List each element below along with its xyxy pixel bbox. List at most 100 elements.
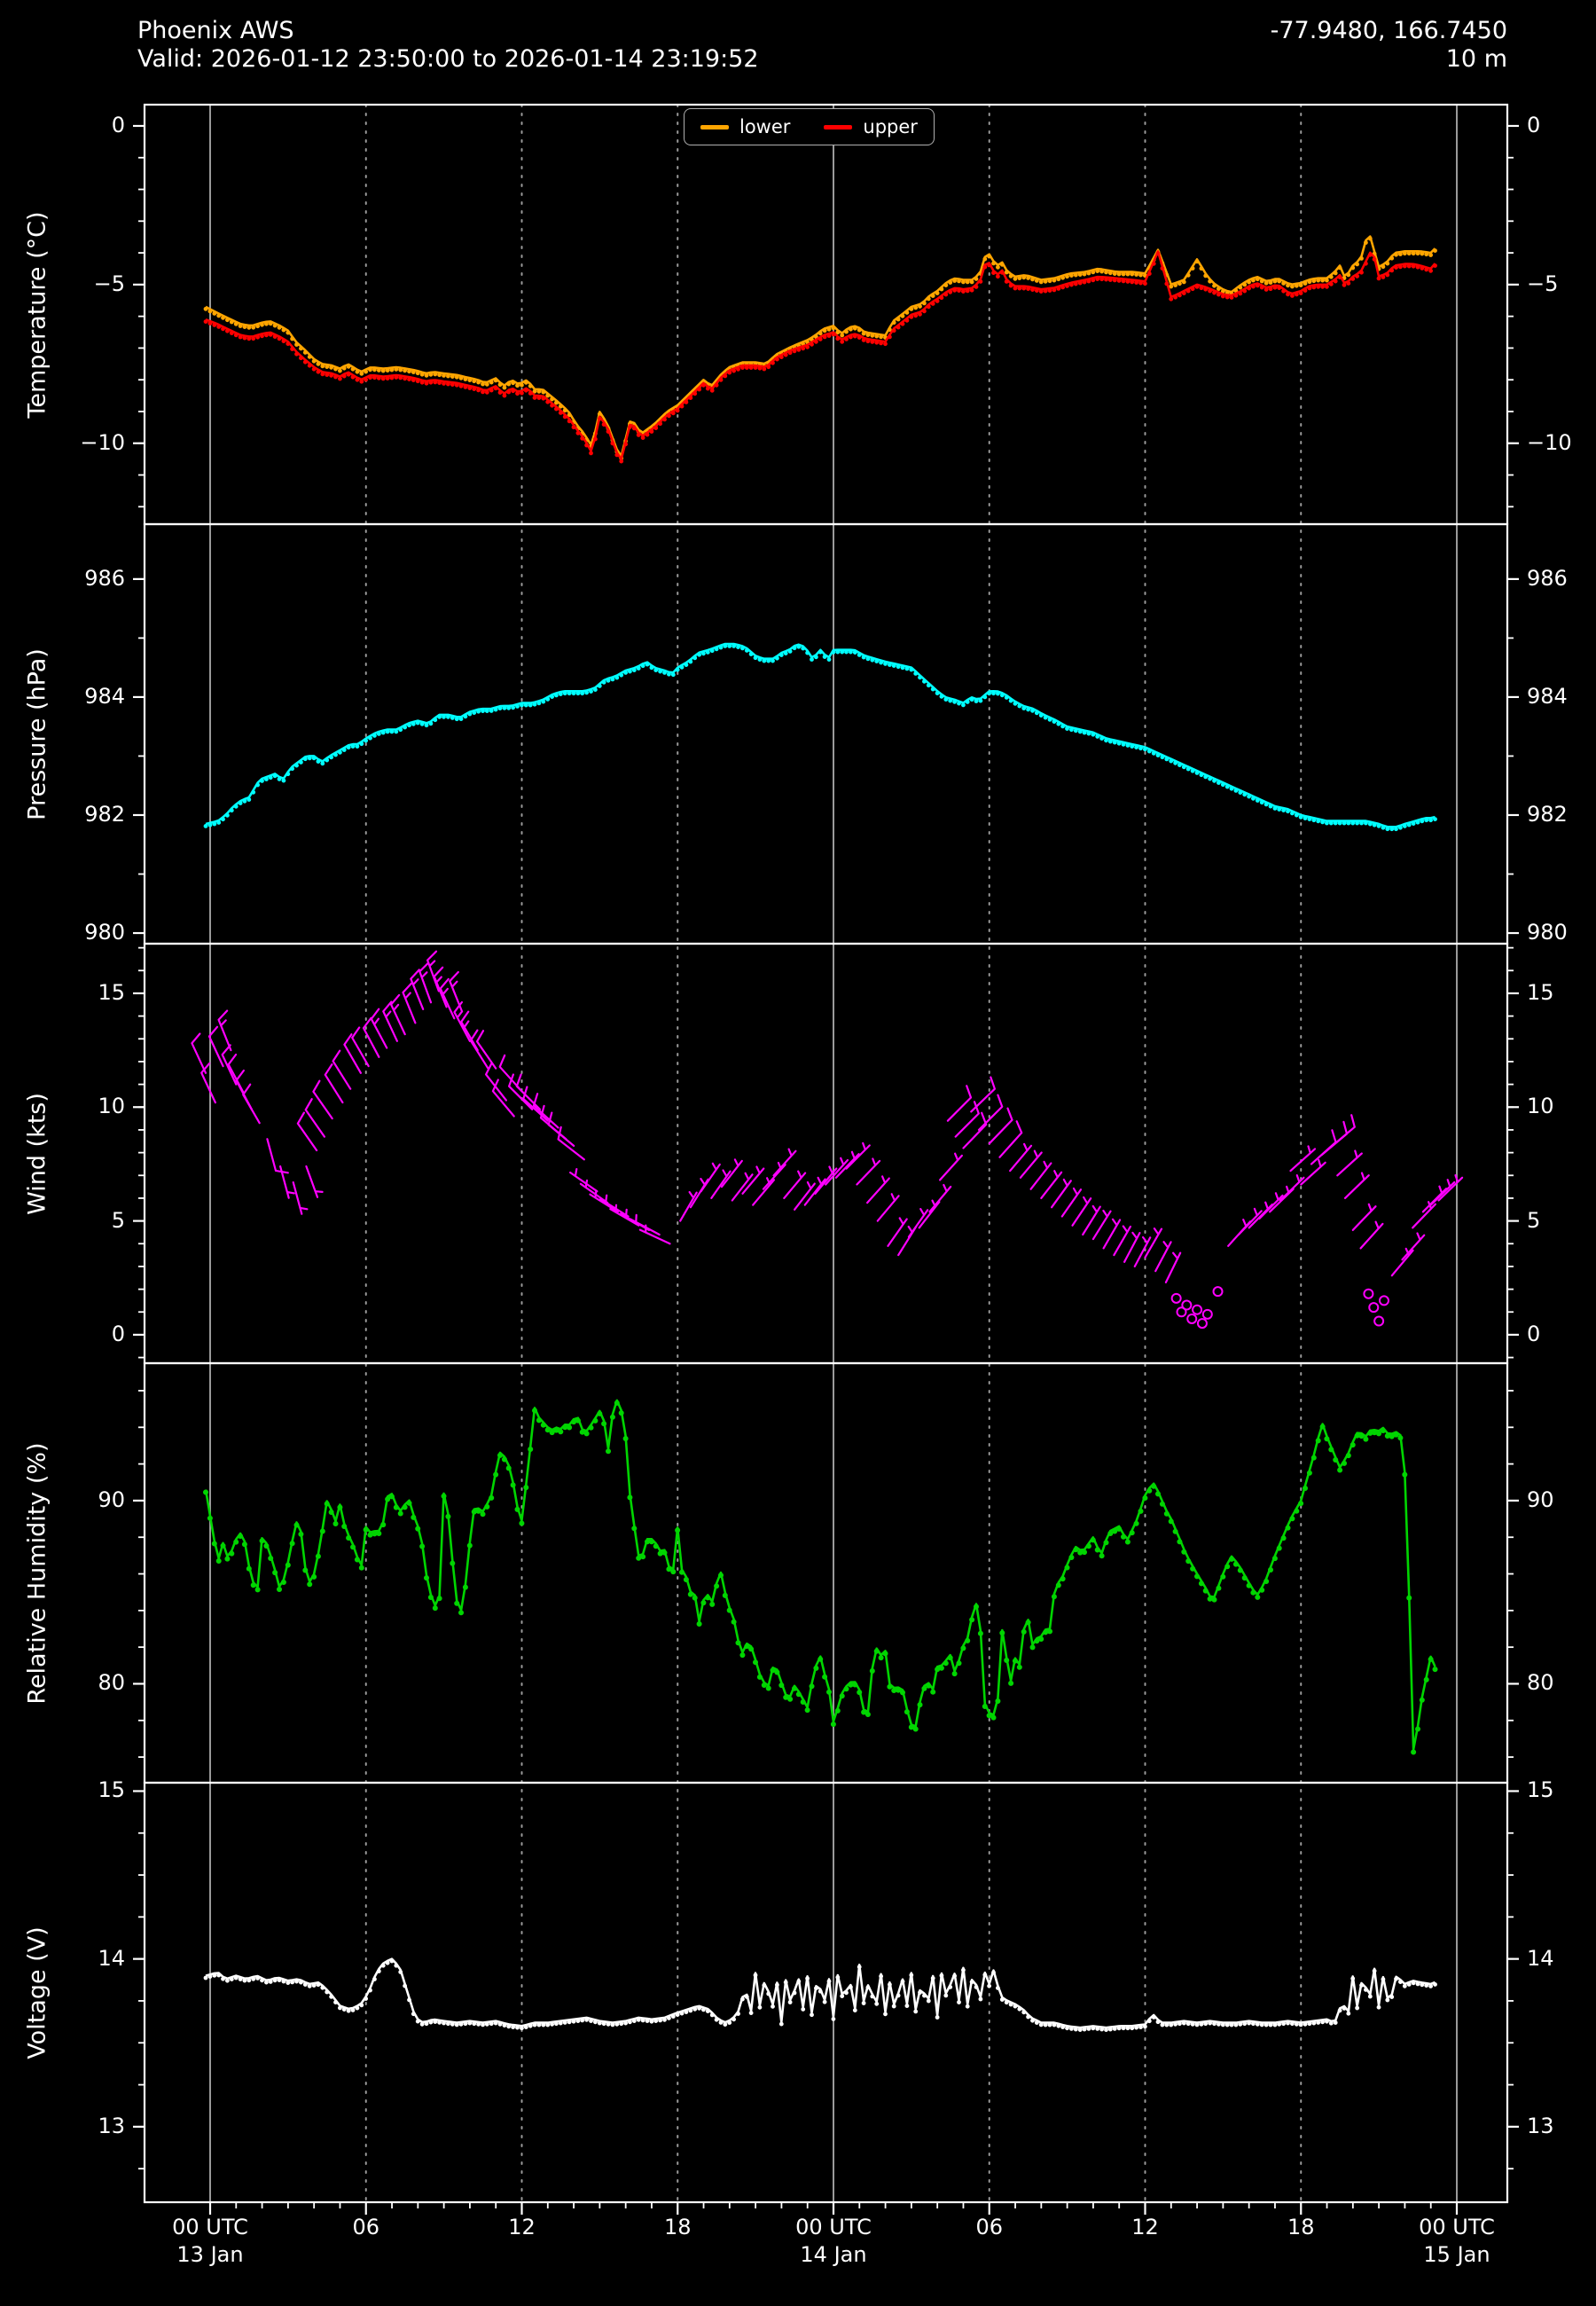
wind-calm-circle	[1368, 1302, 1380, 1314]
y-axis-label-relative-humidity: Relative Humidity (%)	[23, 1441, 51, 1705]
legend-item-upper: upper	[824, 116, 918, 137]
y-tick-label-left: 14	[98, 1945, 125, 1971]
y-tick-label-left: 0	[111, 112, 125, 137]
wind-barb	[741, 1165, 765, 1195]
wind-barb	[390, 993, 406, 1036]
wind-barb	[710, 1169, 732, 1199]
wind-barb	[1289, 1145, 1317, 1173]
y-tick-label-left: 80	[98, 1670, 125, 1696]
wind-calm-circle	[1170, 1292, 1182, 1304]
wind-calm-circle	[1201, 1308, 1213, 1320]
wind-calm-circle	[1181, 1299, 1193, 1311]
wind-barb	[491, 1078, 515, 1118]
wind-barb	[772, 1148, 797, 1177]
wind-barb	[1401, 1232, 1426, 1261]
panel-border-wind	[143, 942, 1509, 1365]
wind-calm-circle	[1186, 1313, 1198, 1324]
x-tick-label-42h: 18	[1287, 2215, 1315, 2239]
wind-barb	[1437, 1174, 1464, 1202]
wind-barb	[200, 1062, 216, 1104]
wind-barb	[1248, 1201, 1273, 1229]
wind-barb	[1429, 1179, 1456, 1206]
wind-barb	[1082, 1204, 1101, 1236]
series-line-upper	[205, 250, 1436, 460]
y-tick-label-left: 15	[98, 1777, 125, 1803]
x-tick-label-6h: 06	[352, 2215, 380, 2239]
wind-barb	[324, 1063, 344, 1104]
x-tick-label-12h: 12	[508, 2215, 536, 2239]
wind-barb	[1154, 1241, 1172, 1273]
legend-item-lower: lower	[700, 116, 790, 137]
wind-barb	[845, 1141, 871, 1170]
wind-barb	[1412, 1201, 1436, 1229]
wind-barb	[887, 1217, 908, 1247]
wind-barb	[1164, 1251, 1182, 1283]
y-axis-label-temperature: Temperature (°C)	[23, 210, 51, 419]
wind-barb	[332, 1049, 352, 1090]
wind-barb	[1051, 1178, 1072, 1209]
wind-barb	[266, 1138, 289, 1174]
wind-barb	[475, 1030, 497, 1070]
x-tick-label-24h: 00 UTC 14 Jan	[795, 2215, 872, 2267]
wind-barb	[1029, 1160, 1052, 1190]
station-elevation: 10 m	[1445, 45, 1507, 73]
y-tick-label-left: 13	[98, 2113, 125, 2138]
wind-barb	[419, 961, 433, 1004]
wind-barb	[279, 1165, 295, 1199]
wind-calm-circle	[1196, 1318, 1208, 1329]
wind-barb	[402, 982, 417, 1024]
y-tick-label-right: 13	[1527, 2113, 1554, 2138]
wind-barb	[814, 1165, 838, 1195]
wind-barb	[569, 1168, 598, 1193]
y-tick-label-left: 10	[98, 1094, 125, 1119]
x-tick-label-0h: 00 UTC 13 Jan	[172, 2215, 248, 2267]
wind-barb	[977, 1094, 1004, 1131]
wind-barb	[1009, 1142, 1033, 1173]
wind-barb	[609, 1204, 640, 1227]
y-tick-label-right: 986	[1527, 565, 1568, 591]
wind-barb	[1336, 1149, 1363, 1177]
wind-barb	[1258, 1192, 1284, 1220]
wind-barb	[970, 1076, 996, 1113]
y-tick-label-right: 0	[1527, 1321, 1541, 1346]
series-line-rh	[204, 1399, 1436, 1751]
series-markers-lower	[203, 236, 1437, 460]
series-markers-pressure	[203, 644, 1437, 832]
y-tick-label-right: 984	[1527, 683, 1568, 709]
series-line-voltage	[205, 1957, 1436, 2029]
y-tick-label-left: 984	[84, 683, 125, 709]
wind-barb	[296, 1111, 318, 1152]
y-tick-label-left: 5	[111, 1207, 125, 1233]
legend-swatch-lower	[700, 124, 729, 129]
y-tick-label-right: −5	[1527, 271, 1559, 296]
panel-border-relative_humidity	[143, 1361, 1509, 1784]
legend-label-lower: lower	[739, 116, 791, 137]
wind-barb	[1144, 1228, 1163, 1259]
wind-barb	[1390, 1247, 1414, 1277]
wind-barb	[679, 1190, 698, 1222]
wind-barb	[469, 1029, 489, 1070]
wind-barb	[557, 1126, 585, 1161]
wind-barb	[689, 1178, 709, 1209]
wind-barb	[410, 969, 425, 1010]
wind-barb	[783, 1170, 807, 1199]
wind-calm-circle	[1192, 1304, 1203, 1315]
wind-barb	[1071, 1196, 1092, 1227]
wind-barb	[1133, 1235, 1152, 1267]
wind-barb	[939, 1152, 963, 1181]
wind-barb	[217, 1009, 232, 1052]
wind-barb	[498, 1054, 523, 1093]
panel-border-voltage	[143, 1781, 1509, 2204]
wind-barb	[304, 1098, 325, 1138]
wind-barb	[834, 1150, 860, 1179]
wind-barb	[946, 1085, 973, 1122]
y-tick-label-right: 982	[1527, 801, 1568, 827]
y-tick-label-left: 986	[84, 565, 125, 591]
wind-barb	[1091, 1209, 1112, 1241]
wind-barb	[876, 1193, 900, 1222]
wind-barb	[343, 1033, 362, 1074]
wind-barb	[1019, 1149, 1043, 1179]
wind-barb	[866, 1175, 890, 1204]
wind-calm-circle	[1378, 1295, 1389, 1306]
